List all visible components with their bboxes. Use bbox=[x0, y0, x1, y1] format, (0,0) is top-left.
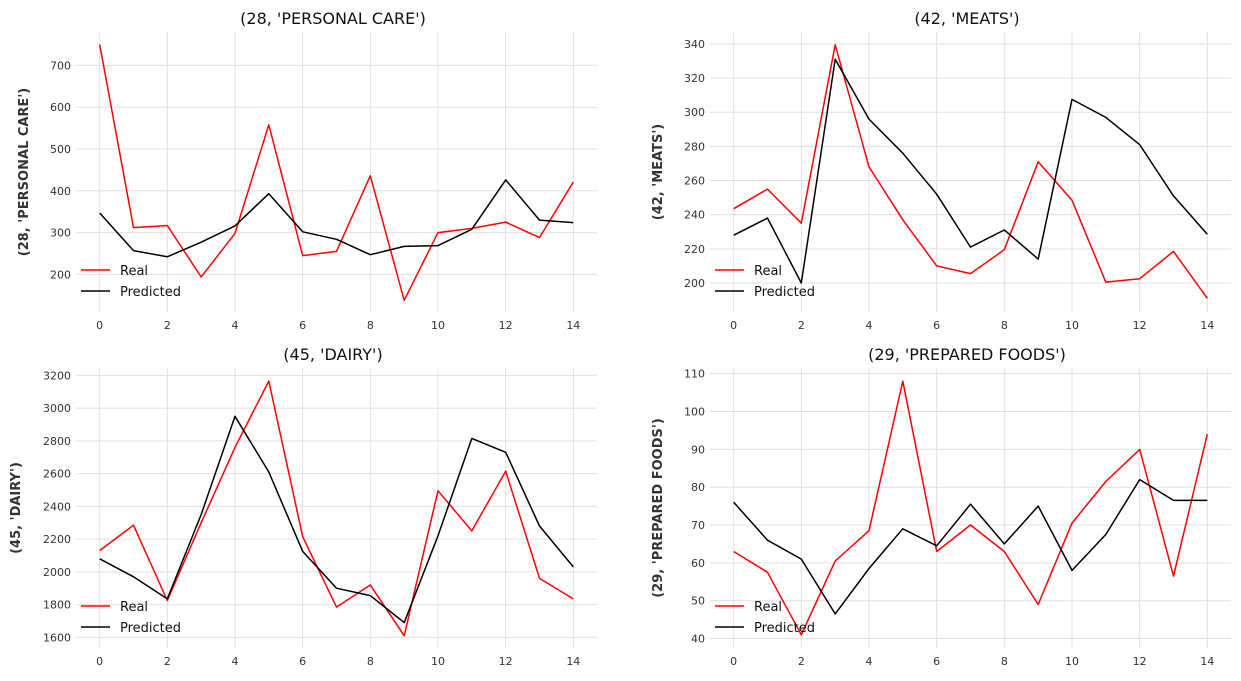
y-tick-label: 300 bbox=[50, 227, 71, 240]
y-axis-label: (28, 'PERSONAL CARE') bbox=[17, 88, 32, 256]
x-tick-label: 10 bbox=[431, 655, 445, 668]
x-tick-label: 2 bbox=[164, 655, 171, 668]
panel-dairy: (45, 'DAIRY') (45, 'DAIRY') 0 2 4 6 8 10 12 14 1… bbox=[9, 345, 597, 668]
x-tick-label: 6 bbox=[933, 655, 940, 668]
x-tick-label: 0 bbox=[730, 655, 737, 668]
y-tick-label: 2400 bbox=[43, 500, 71, 513]
x-tick-label: 14 bbox=[1200, 319, 1214, 332]
y-tick-label: 2800 bbox=[43, 435, 71, 448]
y-axis-label: (29, 'PREPARED FOODS') bbox=[651, 418, 666, 598]
y-tick-label: 110 bbox=[684, 368, 705, 381]
panel-prepared-foods: (29, 'PREPARED FOODS') (29, 'PREPARED FO… bbox=[651, 345, 1231, 668]
x-tick-label: 0 bbox=[96, 655, 103, 668]
predicted-series-line bbox=[99, 179, 574, 258]
x-tick-label: 4 bbox=[866, 319, 873, 332]
y-tick-label: 600 bbox=[50, 101, 71, 114]
legend-real-label: Real bbox=[754, 264, 782, 279]
y-axis-label: (42, 'MEATS') bbox=[651, 124, 666, 221]
y-tick-label: 3000 bbox=[43, 402, 71, 415]
y-tick-label: 100 bbox=[684, 406, 705, 419]
y-tick-label: 500 bbox=[50, 143, 71, 156]
x-tick-label: 0 bbox=[730, 319, 737, 332]
real-series-line bbox=[98, 44, 574, 302]
x-tick-label: 8 bbox=[367, 319, 374, 332]
x-tick-label: 12 bbox=[1133, 655, 1147, 668]
real-series-line bbox=[733, 44, 1208, 299]
x-tick-label: 2 bbox=[798, 319, 805, 332]
x-tick-label: 12 bbox=[499, 655, 513, 668]
chart-title: (29, 'PREPARED FOODS') bbox=[868, 345, 1066, 364]
x-tick-label: 14 bbox=[566, 655, 580, 668]
predicted-series-line bbox=[733, 478, 1208, 615]
y-tick-label: 3200 bbox=[43, 369, 71, 382]
y-tick-label: 280 bbox=[684, 140, 705, 153]
x-tick-label: 14 bbox=[566, 319, 580, 332]
x-tick-label: 4 bbox=[232, 655, 239, 668]
x-tick-label: 14 bbox=[1200, 655, 1214, 668]
y-tick-label: 200 bbox=[684, 277, 705, 290]
y-tick-label: 2000 bbox=[43, 566, 71, 579]
x-tick-label: 2 bbox=[164, 319, 171, 332]
y-tick-label: 70 bbox=[691, 519, 705, 532]
chart-title: (28, 'PERSONAL CARE') bbox=[240, 9, 426, 28]
real-series-line bbox=[99, 380, 574, 637]
y-tick-label: 90 bbox=[691, 443, 705, 456]
y-tick-label: 80 bbox=[691, 481, 705, 494]
x-tick-label: 8 bbox=[367, 655, 374, 668]
y-tick-label: 400 bbox=[50, 185, 71, 198]
x-tick-label: 2 bbox=[798, 655, 805, 668]
y-tick-label: 300 bbox=[684, 106, 705, 119]
legend-predicted-label: Predicted bbox=[120, 621, 181, 636]
legend-predicted-label: Predicted bbox=[754, 621, 815, 636]
chart-title: (42, 'MEATS') bbox=[914, 9, 1019, 28]
predicted-series-line bbox=[99, 415, 574, 624]
legend-real-label: Real bbox=[120, 264, 148, 279]
y-tick-label: 700 bbox=[50, 59, 71, 72]
x-tick-label: 8 bbox=[1001, 319, 1008, 332]
y-axis-label: (45, 'DAIRY') bbox=[9, 462, 24, 554]
y-tick-label: 1600 bbox=[43, 631, 71, 644]
x-tick-label: 10 bbox=[1065, 319, 1079, 332]
y-tick-label: 2600 bbox=[43, 468, 71, 481]
x-tick-label: 10 bbox=[431, 319, 445, 332]
x-tick-label: 4 bbox=[866, 655, 873, 668]
x-tick-label: 6 bbox=[299, 655, 306, 668]
y-tick-label: 2200 bbox=[43, 533, 71, 546]
y-tick-label: 260 bbox=[684, 175, 705, 188]
x-tick-label: 6 bbox=[299, 319, 306, 332]
real-series-line bbox=[733, 380, 1209, 636]
y-tick-label: 60 bbox=[691, 557, 705, 570]
chart-title: (45, 'DAIRY') bbox=[283, 345, 382, 364]
x-tick-label: 10 bbox=[1065, 655, 1079, 668]
y-tick-label: 220 bbox=[684, 243, 705, 256]
panel-personal-care: (28, 'PERSONAL CARE') (28, 'PERSONAL CAR… bbox=[17, 9, 597, 332]
y-tick-label: 200 bbox=[50, 268, 71, 281]
y-tick-label: 340 bbox=[684, 38, 705, 51]
y-tick-label: 320 bbox=[684, 72, 705, 85]
x-tick-label: 0 bbox=[96, 319, 103, 332]
y-tick-label: 40 bbox=[691, 633, 705, 646]
legend-predicted-label: Predicted bbox=[754, 285, 815, 300]
x-tick-label: 12 bbox=[1133, 319, 1147, 332]
y-tick-label: 240 bbox=[684, 209, 705, 222]
legend-real-label: Real bbox=[120, 600, 148, 615]
x-tick-label: 8 bbox=[1001, 655, 1008, 668]
panel-meats: (42, 'MEATS') (42, 'MEATS') 0 2 4 6 8 10 12 14 2… bbox=[651, 9, 1231, 332]
x-tick-label: 6 bbox=[933, 319, 940, 332]
x-tick-label: 4 bbox=[232, 319, 239, 332]
y-tick-label: 1800 bbox=[43, 599, 71, 612]
y-tick-label: 50 bbox=[691, 595, 705, 608]
legend-real-label: Real bbox=[754, 600, 782, 615]
predicted-series-line bbox=[733, 58, 1208, 284]
legend-predicted-label: Predicted bbox=[120, 285, 181, 300]
x-tick-label: 12 bbox=[499, 319, 513, 332]
